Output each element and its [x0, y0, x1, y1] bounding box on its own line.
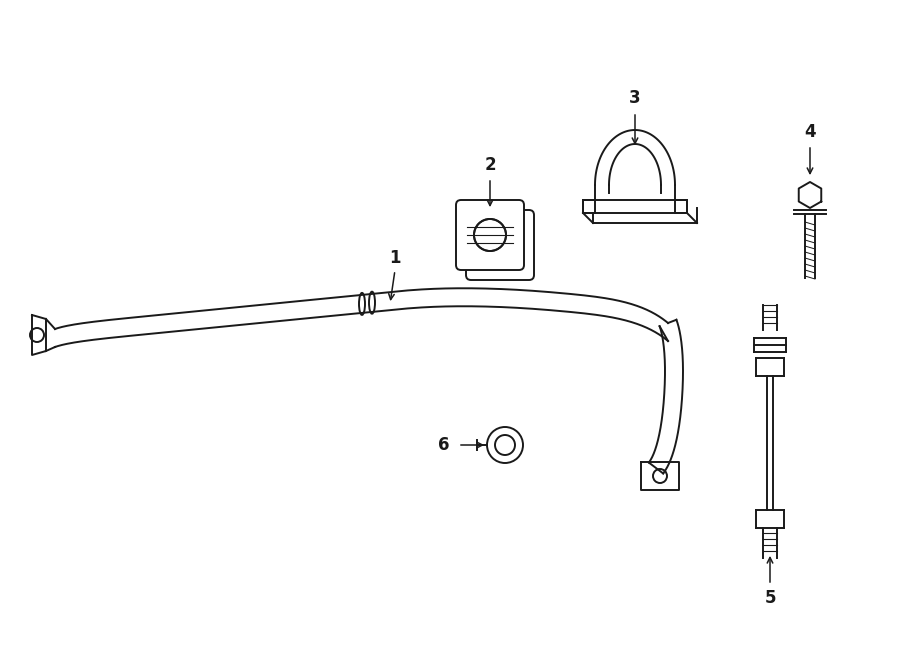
Polygon shape	[798, 182, 822, 208]
Text: 2: 2	[484, 156, 496, 174]
FancyBboxPatch shape	[466, 210, 534, 280]
Text: 4: 4	[805, 123, 815, 141]
Text: 1: 1	[389, 249, 400, 267]
Text: 6: 6	[438, 436, 450, 454]
Polygon shape	[583, 200, 687, 213]
FancyBboxPatch shape	[456, 200, 524, 270]
Text: 3: 3	[629, 89, 641, 107]
Circle shape	[474, 219, 506, 251]
Circle shape	[487, 427, 523, 463]
Text: 5: 5	[764, 589, 776, 607]
